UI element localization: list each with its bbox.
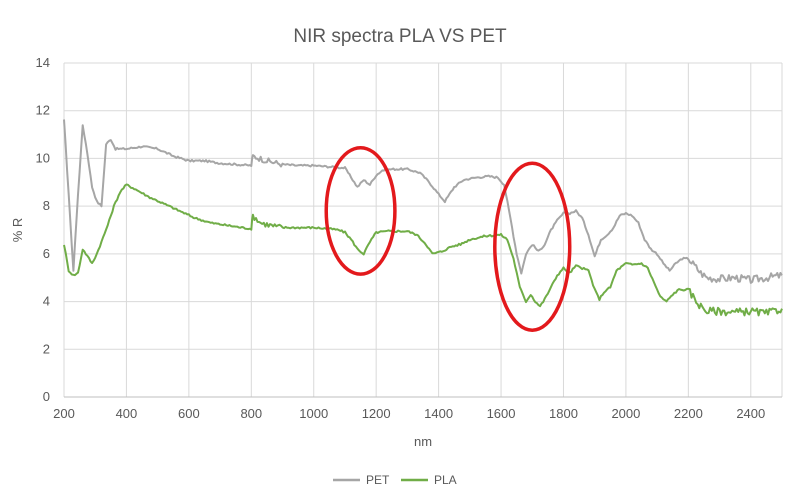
y-tick-label: 6: [43, 246, 50, 261]
legend: PET PLA: [333, 473, 457, 487]
x-tick-label: 200: [53, 406, 75, 421]
grid: [63, 62, 783, 398]
annotation-group: [324, 145, 572, 332]
legend-item-pla: PLA: [401, 473, 457, 487]
y-tick-label: 10: [36, 150, 50, 165]
x-tick-label: 800: [240, 406, 262, 421]
highlight-ellipse-2: [493, 161, 572, 332]
x-tick-label: 2000: [611, 406, 640, 421]
series-line-pla: [63, 183, 783, 317]
highlight-ellipse-1: [324, 145, 397, 276]
x-tick-label: 2200: [674, 406, 703, 421]
series-group: [63, 119, 783, 317]
y-tick-label: 8: [43, 198, 50, 213]
y-tick-label: 14: [36, 55, 50, 70]
legend-label: PET: [366, 473, 390, 487]
x-axis-ticks: 200 400 600 800 1000 1200 1400 1600 1800 2000 2200…: [53, 406, 765, 421]
x-tick-label: 1200: [362, 406, 391, 421]
y-tick-label: 0: [43, 389, 50, 404]
y-axis-title: % R: [10, 218, 25, 243]
y-axis-ticks: 0 2 4 6 8 10 12 14: [36, 55, 50, 404]
x-tick-label: 400: [116, 406, 138, 421]
x-tick-label: 600: [178, 406, 200, 421]
legend-label: PLA: [434, 473, 457, 487]
y-tick-label: 4: [43, 294, 50, 309]
legend-item-pet: PET: [333, 473, 390, 487]
x-tick-label: 1400: [424, 406, 453, 421]
x-tick-label: 1600: [487, 406, 516, 421]
series-line-pet: [63, 119, 783, 284]
y-tick-label: 12: [36, 103, 50, 118]
x-tick-label: 1000: [299, 406, 328, 421]
chart-title: NIR spectra PLA VS PET: [293, 26, 507, 47]
x-tick-label: 1800: [549, 406, 578, 421]
x-axis-title: nm: [414, 434, 432, 449]
x-tick-label: 2400: [736, 406, 765, 421]
y-tick-label: 2: [43, 341, 50, 356]
